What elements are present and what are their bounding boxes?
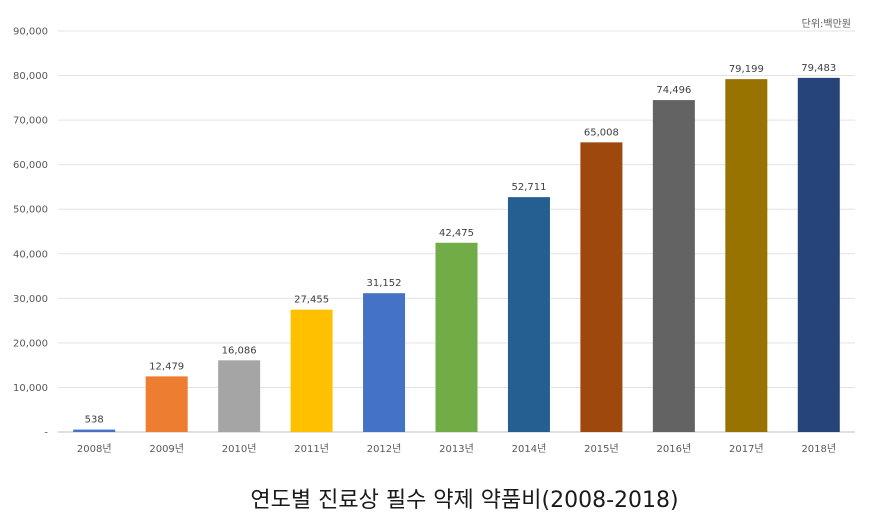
bar-chart: - 10,000 20,000 30,000 40,000 50,000 60,000 70,… [13,27,855,455]
bar [725,79,768,433]
x-tick-label: 2017년 [729,443,764,455]
x-tick-label: 2018년 [801,443,836,455]
y-tick-label: 60,000 [13,160,48,171]
x-tick-label: 2011년 [294,443,329,455]
data-label: 74,496 [656,85,691,96]
y-tick-label: 30,000 [13,294,48,305]
bar [652,100,695,433]
bar [145,376,188,432]
y-tick-label: 20,000 [13,338,48,349]
data-label: 52,711 [511,182,546,193]
data-label: 538 [85,415,104,426]
x-tick-label: 2008년 [77,443,112,455]
unit-label: 단위:백만원 [801,19,851,30]
data-label: 12,479 [149,361,184,372]
bar [290,309,333,432]
data-label: 79,199 [729,64,764,75]
data-label: 31,152 [367,278,402,289]
bar [363,293,406,432]
bar [435,242,478,432]
data-label: 27,455 [294,295,329,306]
y-tick-label: - [44,428,48,439]
data-label: 16,086 [222,345,257,356]
x-tick-label: 2014년 [512,443,547,455]
bar [73,429,116,432]
bar [218,360,261,432]
y-tick-label: 10,000 [13,383,48,394]
bar [580,142,623,432]
data-label: 42,475 [439,228,474,239]
x-tick-label: 2009년 [149,443,184,455]
bar [797,77,840,433]
y-tick-label: 90,000 [13,27,48,38]
x-tick-label: 2015년 [584,443,619,455]
bar [507,197,550,432]
chart-caption: 연도별 진료상 필수 약제 약품비(2008-2018) [250,488,679,513]
y-tick-label: 50,000 [13,205,48,216]
x-tick-label: 2013년 [439,443,474,455]
y-tick-label: 40,000 [13,249,48,260]
x-tick-label: 2010년 [222,443,257,455]
data-label: 79,483 [801,63,836,74]
data-label: 65,008 [584,127,619,138]
y-tick-label: 80,000 [13,71,48,82]
y-tick-label: 70,000 [13,116,48,127]
x-tick-label: 2012년 [367,443,402,455]
x-tick-label: 2016년 [657,443,692,455]
